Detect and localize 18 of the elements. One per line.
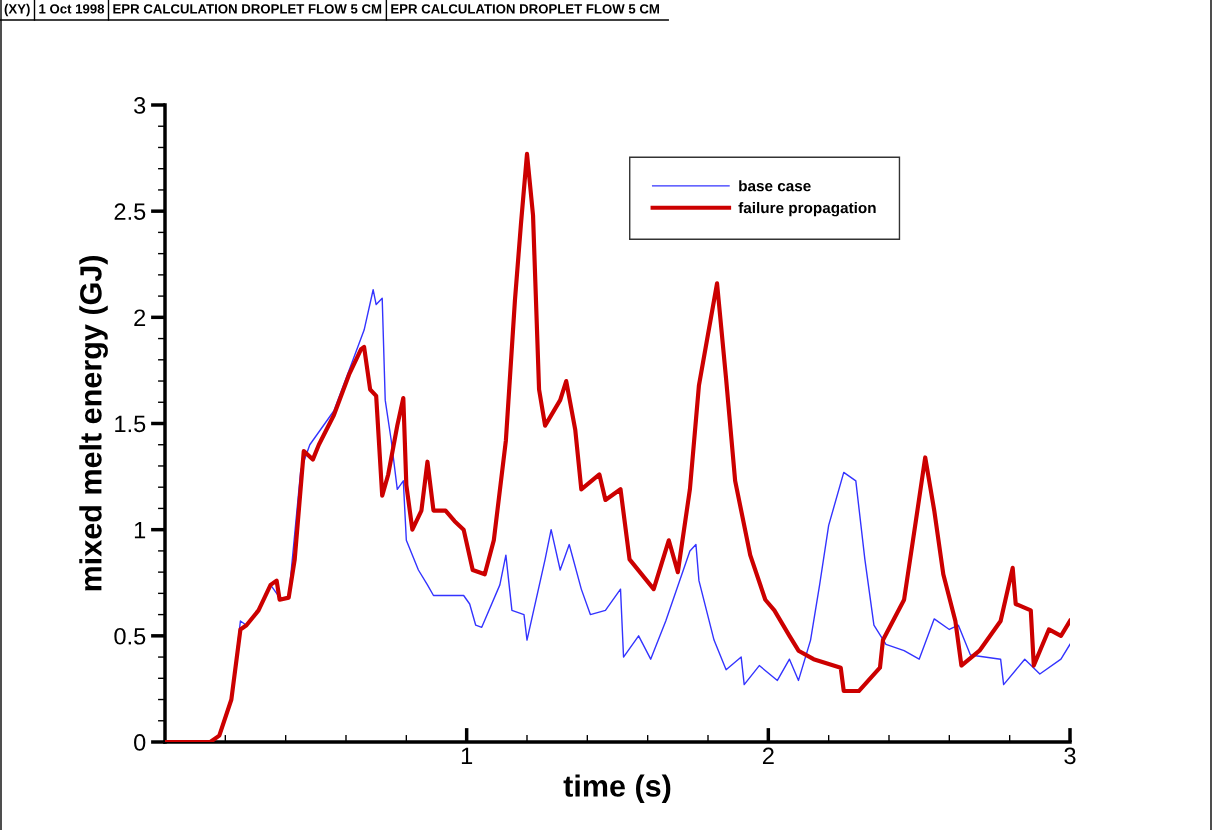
y-tick-label: 1.5 [115, 415, 146, 433]
y-tick-label: 0 [134, 734, 146, 751]
x-tick-label: 3 [1064, 747, 1076, 765]
x-tick-label: 1 [461, 747, 473, 764]
y-tick-label: 0.5 [114, 627, 146, 645]
y-tick-label: 1 [134, 521, 146, 539]
text: EPR CALCULATION DROPLET FLOW 5 CM [113, 4, 382, 14]
text: EPR CALCULATION DROPLET FLOW 5 CM [391, 4, 659, 14]
text: 1 Oct 1998 [39, 4, 105, 14]
y-tick-label: 2 [134, 309, 146, 326]
y-tick-label: 2.5 [114, 203, 146, 220]
legend-label: failure propagation [738, 202, 876, 217]
text: (XY) [4, 3, 30, 17]
x-axis-title: time (s) [563, 774, 671, 803]
y-axis-title: mixed melt energy (GJ) [79, 256, 108, 591]
x-tick-label: 2 [762, 747, 774, 764]
legend-label: base case [739, 180, 811, 192]
y-tick-label: 3 [134, 97, 146, 114]
